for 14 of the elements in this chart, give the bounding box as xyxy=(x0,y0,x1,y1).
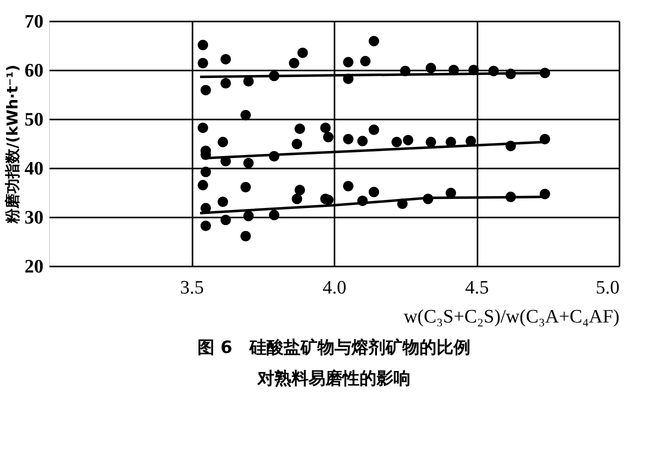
x-tick-label: 4.0 xyxy=(322,278,346,298)
x-tick-label: 5.0 xyxy=(596,278,620,298)
x-tick-label: 4.5 xyxy=(465,278,489,298)
y-tick-label: 50 xyxy=(24,110,44,130)
text: 对熟料易磨性的影响 xyxy=(256,369,410,389)
y-tick-label: 70 xyxy=(24,12,44,32)
x-axis-title: w(C₃S+C₂S)/w(C₃A+C₄AF) xyxy=(404,306,620,328)
text: 图 6 硅酸盐矿物与熔剂矿物的比例 xyxy=(198,338,470,358)
y-axis-title: 粉磨功指数/(kWh·t⁻¹) xyxy=(4,64,22,224)
y-tick-label: 30 xyxy=(24,208,44,228)
y-tick-label: 20 xyxy=(24,256,44,278)
y-tick-label: 40 xyxy=(24,158,44,180)
x-tick-label: 3.5 xyxy=(180,278,204,298)
y-tick-label: 60 xyxy=(24,60,44,82)
